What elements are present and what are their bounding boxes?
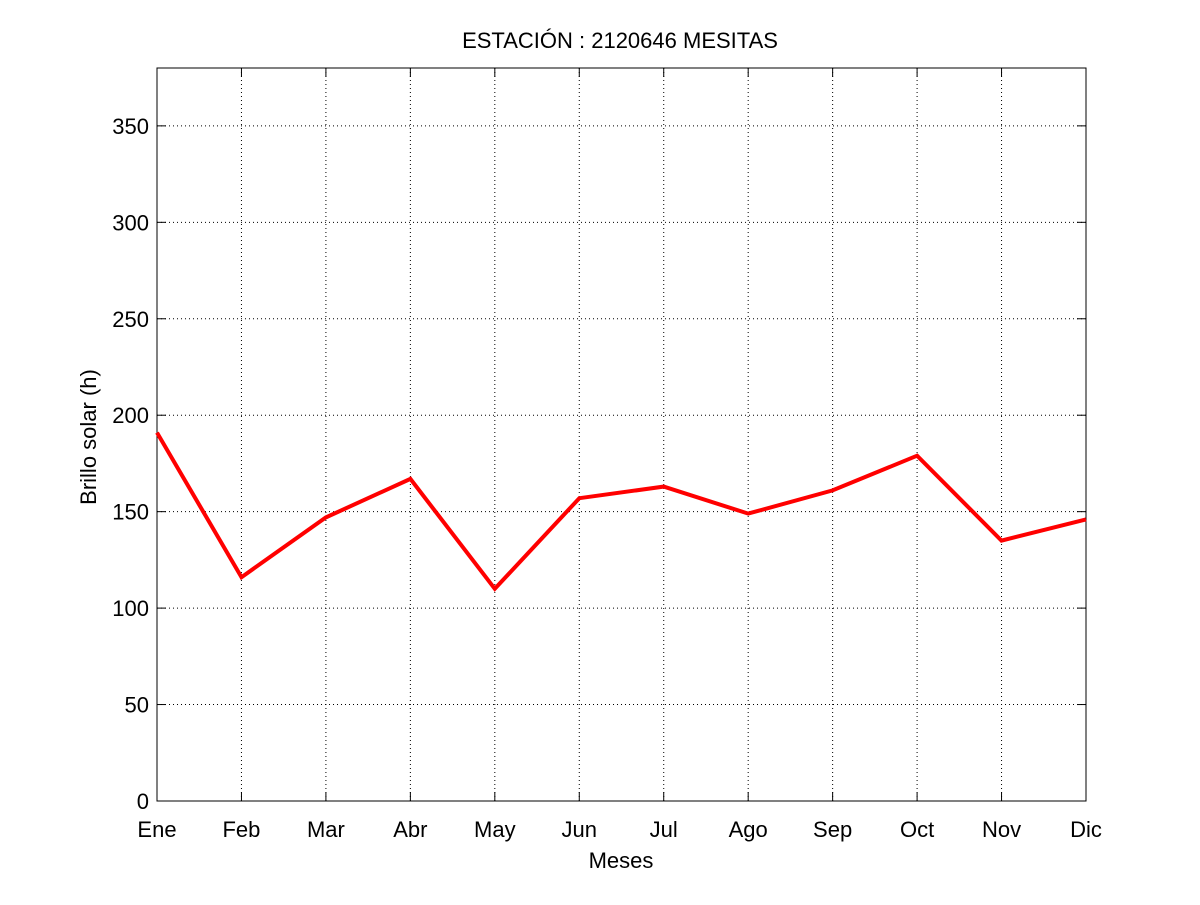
axis-ticks [156, 68, 1087, 802]
x-tick-label: Jun [562, 817, 597, 842]
y-tick-label: 250 [112, 307, 149, 332]
x-tick-label: Nov [982, 817, 1021, 842]
series-line [155, 431, 1087, 592]
x-tick-label: Dic [1070, 817, 1102, 842]
y-tick-label: 50 [125, 693, 149, 718]
y-tick-label: 150 [112, 500, 149, 525]
series-lines [155, 431, 1087, 592]
grid-lines [157, 68, 1086, 801]
x-axis-title: Meses [589, 848, 654, 873]
x-tick-label: Ago [729, 817, 768, 842]
x-tick-label: Jul [650, 817, 678, 842]
x-tick-label: Sep [813, 817, 852, 842]
y-tick-label: 200 [112, 403, 149, 428]
plot-area-frame [156, 67, 1087, 802]
chart-title: ESTACIÓN : 2120646 MESITAS [462, 28, 778, 53]
y-tick-label: 100 [112, 596, 149, 621]
x-tick-label: Feb [222, 817, 260, 842]
x-tick-label: Oct [900, 817, 934, 842]
y-tick-label: 300 [112, 210, 149, 235]
y-axis-title: Brillo solar (h) [76, 369, 101, 505]
y-tick-label: 350 [112, 114, 149, 139]
y-tick-label: 0 [137, 789, 149, 814]
tick-labels: Ene Feb Mar Abr May Jun Jul Ago Sep Oct Nov Dic 0 50 1… [112, 114, 1102, 842]
x-tick-label: Abr [393, 817, 427, 842]
x-tick-label: Ene [137, 817, 176, 842]
x-tick-label: Mar [307, 817, 345, 842]
x-tick-label: May [474, 817, 516, 842]
